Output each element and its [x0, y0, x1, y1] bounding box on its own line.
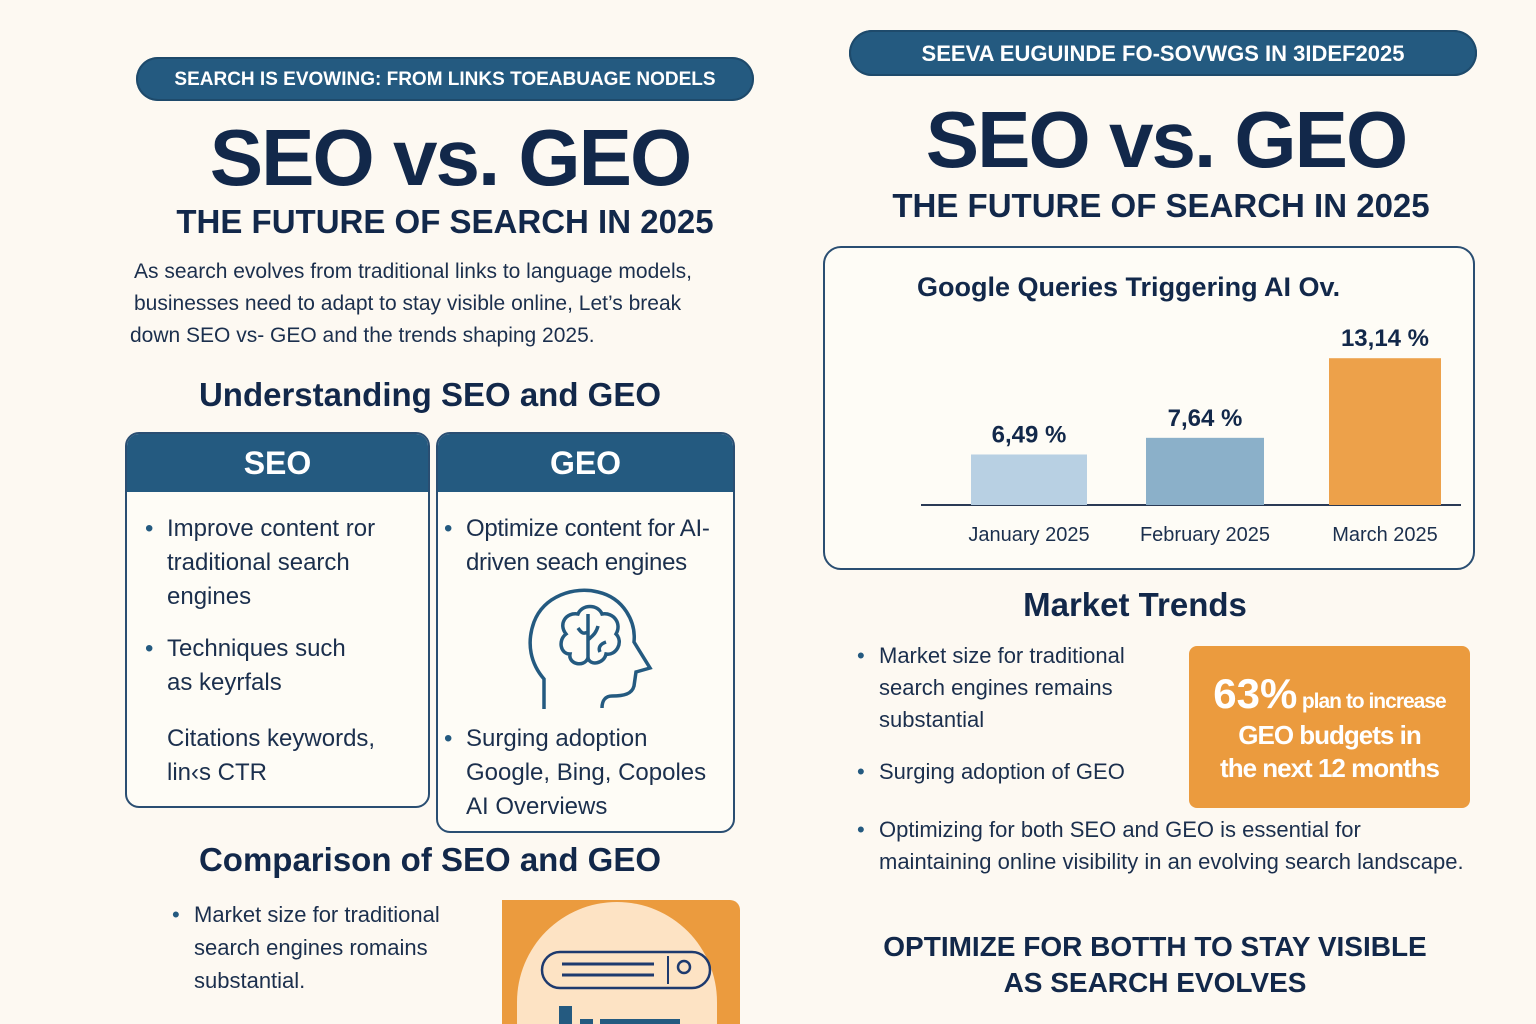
seo-item: Citations keywords, lin‹s CTR: [167, 725, 376, 786]
trend-item: Market size for traditional search engin…: [857, 640, 1174, 736]
stat-line-2: GEO budgets in: [1238, 720, 1421, 750]
market-trends-heading: Market Trends: [1023, 586, 1247, 623]
seo-item: Techniques such as keyrfals: [145, 632, 367, 700]
left-subtitle: THE FUTURE OF SEARCH IN 2025: [176, 203, 714, 240]
geo-card: GEO Optimize content for AI-driven seach…: [436, 432, 735, 833]
geo-card-title: GEO: [438, 434, 733, 492]
stat-line-3: the next 12 months: [1220, 753, 1440, 783]
bar-2: [1146, 437, 1264, 505]
brain-head-icon: [528, 588, 653, 709]
search-illustration: [502, 900, 740, 1024]
chart-card: Google Queries Triggering AI Ov. 6,49 % J…: [823, 246, 1475, 570]
cta-line-2: AS SEARCH EVOLVES: [1003, 967, 1307, 998]
left-banner: SEARCH IS EVOWING: FROM LINKS TOEABUAGE …: [136, 57, 754, 101]
trend-item: Surging adoption of GEO: [857, 756, 1179, 788]
intro-line-1: As search evolves from traditional links…: [134, 260, 692, 283]
data-label: 7,64 %: [1168, 405, 1243, 432]
intro-line-2: businesses need to adapt to stay visible…: [134, 292, 682, 315]
bar-chart: 6,49 % January 2025 7,64 % February 2025 13,…: [921, 325, 1461, 546]
left-title: SEO vs. GEO: [209, 113, 692, 202]
comparison-item: Market size for traditional search engin…: [172, 898, 494, 997]
geo-item: Surging adoption Google, Bing, Copoles A…: [444, 722, 726, 824]
cta-line-1: OPTIMIZE FOR BOTTH TO STAY VISIBLE: [883, 931, 1427, 962]
x-tick-label: January 2025: [968, 524, 1089, 546]
right-banner: SEEVA EUGUINDE FO-SOVWGS IN 3IDEF2025: [849, 30, 1477, 76]
stat-callout: 63% plan to increase GEO budgets in the …: [1189, 646, 1470, 808]
x-tick-label: February 2025: [1140, 524, 1270, 546]
seo-item: Improve content ror traditional search e…: [145, 512, 417, 614]
data-label: 6,49 %: [992, 421, 1067, 448]
stat-line-1: plan to increase: [1301, 690, 1447, 713]
x-tick-label: March 2025: [1332, 524, 1438, 546]
seo-card-title: SEO: [127, 434, 428, 492]
bar-3: [1329, 358, 1441, 505]
intro-line-3: down SEO vs- GEO and the trends shaping …: [130, 324, 595, 347]
stat-value: 63%: [1213, 670, 1298, 717]
data-label: 13,14 %: [1341, 325, 1429, 352]
bar-1: [971, 454, 1087, 505]
seo-card: SEO Improve content ror traditional sear…: [125, 432, 430, 808]
geo-item: Optimize content for AI-driven seach eng…: [444, 512, 731, 580]
chart-title: Google Queries Triggering AI Ov.: [917, 272, 1341, 302]
search-bar-icon: [540, 950, 712, 990]
right-title: SEO vs. GEO: [925, 95, 1408, 184]
understanding-heading: Understanding SEO and GEO: [198, 376, 662, 413]
trend-item: Optimizing for both SEO and GEO is essen…: [857, 814, 1469, 878]
comparison-heading: Comparison of SEO and GEO: [198, 841, 662, 878]
right-subtitle: THE FUTURE OF SEARCH IN 2025: [892, 187, 1430, 224]
